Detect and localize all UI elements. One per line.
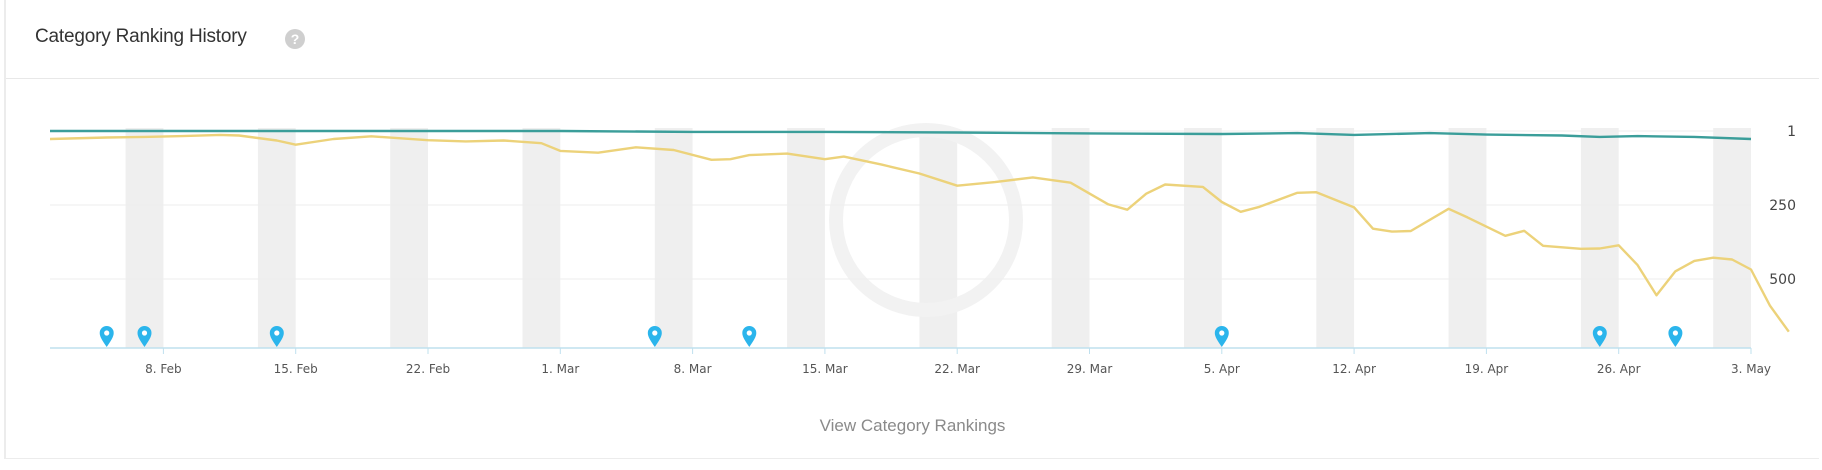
map-pin-icon[interactable] (1214, 326, 1229, 347)
weekend-band (522, 128, 561, 348)
series-line-2 (49, 133, 1790, 333)
view-category-rankings-link[interactable]: View Category Rankings (819, 416, 1006, 435)
x-tick-label: 22. Mar (934, 362, 980, 376)
weekend-band (787, 128, 825, 348)
weekend-band (1184, 128, 1222, 348)
y-tick-label: 250 (1769, 198, 1796, 214)
weekend-band (125, 128, 164, 348)
ranking-chart: 8. Feb 15. Feb 22. Feb 1. Mar 8. Mar 15. Mar 2… (49, 123, 1796, 376)
weekend-band (257, 128, 296, 348)
weekend-band (1580, 128, 1619, 348)
weekend-band (1051, 128, 1090, 348)
category-ranking-panel: Category Ranking History ? 8. Feb 15. Feb… (4, 0, 1819, 459)
x-tick-label: 1. Mar (541, 362, 579, 376)
x-tick-label: 15. Feb (274, 362, 318, 376)
map-pin-icon[interactable] (742, 326, 757, 347)
y-tick-label: 500 (1769, 272, 1796, 288)
x-tick-label: 3. May (1731, 362, 1771, 376)
map-pin-icon[interactable] (647, 326, 662, 347)
x-tick-label: 22. Feb (406, 362, 450, 376)
x-tick-label: 8. Mar (674, 362, 712, 376)
x-tick-label: 12. Apr (1332, 362, 1376, 376)
map-pin-icon[interactable] (137, 326, 152, 347)
weekend-band (1448, 128, 1487, 348)
map-pin-icon[interactable] (99, 326, 114, 347)
panel-header: Category Ranking History ? (6, 0, 1819, 79)
x-tick-label: 26. Apr (1597, 362, 1641, 376)
y-tick-label: 1 (1787, 124, 1796, 140)
map-pin-icon[interactable] (1592, 326, 1607, 347)
question-circle-icon[interactable]: ? (285, 29, 305, 49)
panel-title: Category Ranking History (35, 26, 247, 47)
map-pin-icon[interactable] (269, 326, 284, 347)
x-tick-label: 19. Apr (1465, 362, 1509, 376)
weekend-band (390, 128, 428, 348)
x-tick-label: 15. Mar (802, 362, 848, 376)
x-tick-label: 29. Mar (1067, 362, 1113, 376)
weekend-band (654, 128, 693, 348)
series-line-1 (50, 129, 1752, 141)
x-tick-label: 5. Apr (1204, 362, 1240, 376)
watermark-logo (829, 123, 1023, 317)
x-tick-label: 8. Feb (145, 362, 182, 376)
weekend-band (1316, 128, 1355, 348)
map-pin-icon[interactable] (1668, 326, 1683, 347)
weekend-band (1713, 128, 1751, 348)
